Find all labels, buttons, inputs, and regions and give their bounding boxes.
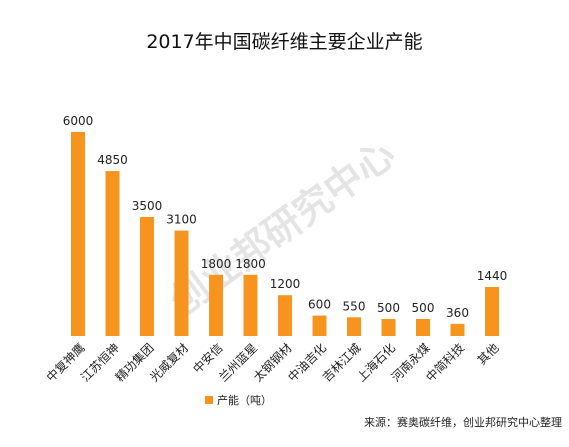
data-label: 1200 bbox=[270, 277, 301, 291]
data-label: 360 bbox=[446, 306, 469, 320]
bar bbox=[381, 319, 396, 336]
bar bbox=[243, 274, 258, 336]
chart-title: 2017年中国碳纤维主要企业产能 bbox=[146, 31, 422, 53]
data-label: 1440 bbox=[477, 269, 508, 283]
bar bbox=[312, 315, 327, 336]
source-note: 来源：赛奥碳纤维，创业邦研究中心整理 bbox=[364, 415, 562, 429]
bars bbox=[71, 132, 499, 336]
data-label: 500 bbox=[377, 301, 400, 315]
x-tick-label: 中简科技 bbox=[423, 340, 468, 385]
data-label: 4850 bbox=[97, 153, 128, 167]
watermark: 创业邦研究中心 bbox=[162, 132, 403, 324]
x-tick-label: 光威复材 bbox=[147, 341, 191, 385]
bar bbox=[278, 295, 292, 336]
bar bbox=[485, 287, 499, 336]
bar bbox=[174, 230, 189, 336]
data-label: 3500 bbox=[132, 199, 163, 213]
data-label: 6000 bbox=[63, 114, 94, 128]
bar bbox=[209, 274, 223, 336]
legend-swatch bbox=[205, 396, 213, 404]
data-label: 600 bbox=[308, 298, 331, 312]
data-label: 500 bbox=[412, 301, 435, 315]
legend-label: 产能（吨） bbox=[217, 393, 272, 407]
bar bbox=[140, 217, 154, 336]
data-label: 1800 bbox=[201, 257, 232, 271]
x-tick-label: 其他 bbox=[475, 341, 502, 368]
watermark-text: 创业邦研究中心 bbox=[162, 132, 403, 324]
bar bbox=[71, 132, 85, 336]
legend: 产能（吨） bbox=[205, 393, 272, 407]
bar bbox=[347, 317, 361, 336]
data-label: 3100 bbox=[166, 213, 197, 227]
bar bbox=[450, 323, 465, 336]
data-label: 1800 bbox=[235, 257, 266, 271]
bar bbox=[416, 319, 430, 336]
bar bbox=[105, 171, 120, 336]
data-label: 550 bbox=[343, 299, 366, 313]
